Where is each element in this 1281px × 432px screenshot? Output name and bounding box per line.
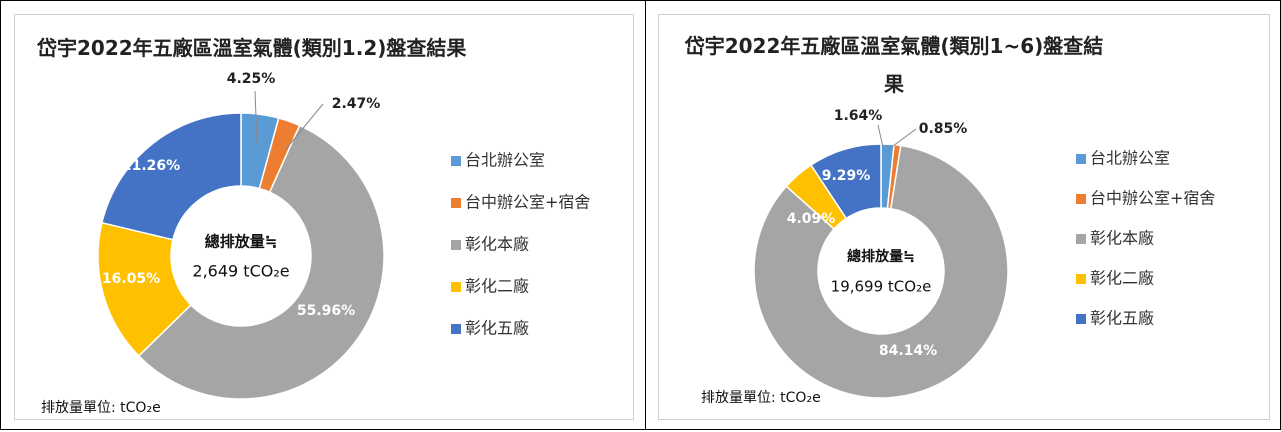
legend-swatch — [1076, 274, 1086, 284]
legend-swatch — [451, 240, 461, 250]
leader-line — [254, 90, 258, 144]
legend-swatch — [451, 282, 461, 292]
legend-label: 彰化二廠 — [1090, 269, 1154, 288]
chart-area — [14, 14, 634, 420]
chart: 1.64% 0.85% 84.14% 4.09% 9.29% 總排放量≒ 19,699 tC… — [701, 108, 1215, 406]
leader-line — [285, 103, 324, 150]
data-label: 2.47% — [332, 96, 381, 112]
center-label: 2,649 tCO₂e — [192, 262, 289, 281]
legend-label: 彰化五廠 — [1090, 309, 1154, 328]
donut-segment — [753, 144, 1009, 399]
legend-swatch — [451, 324, 461, 334]
chart-title: 岱宇2022年五廠區溫室氣體(類別1.2)盤查結果 — [37, 36, 467, 60]
data-label: 1.64% — [834, 108, 883, 124]
legend-swatch — [1076, 234, 1086, 244]
panel-right: 岱宇2022年五廠區溫室氣體(類別1~6)盤查結果 1.64% 0.85% 84.1… — [645, 0, 1281, 430]
data-label: 84.14% — [879, 343, 937, 359]
legend-label: 台北辦公室 — [465, 151, 545, 170]
chart-title: 岱宇2022年五廠區溫室氣體(類別1~6)盤查結果 — [684, 34, 1104, 96]
legend-label: 彰化二廠 — [465, 277, 529, 296]
legend-swatch — [451, 156, 461, 166]
center-label: 19,699 tCO₂e — [831, 278, 932, 296]
leader-line — [888, 128, 917, 150]
legend-label: 彰化本廠 — [465, 235, 529, 254]
legend-swatch — [1076, 314, 1086, 324]
data-label: 9.29% — [822, 168, 871, 184]
data-label: 4.09% — [787, 211, 836, 227]
legend-label: 彰化本廠 — [1090, 229, 1154, 248]
legend-swatch — [451, 198, 461, 208]
panel-left: 岱宇2022年五廠區溫室氣體(類別1.2)盤查結果 4.25% 2.47% 55.9… — [0, 0, 646, 430]
leader-line — [877, 124, 884, 148]
legend-label: 台中辦公室+宿舍 — [465, 193, 590, 212]
legend-label: 台中辦公室+宿舍 — [1090, 189, 1215, 208]
data-label: 0.85% — [919, 121, 968, 137]
donut-segment — [101, 112, 242, 241]
center-label: 總排放量≒ — [847, 248, 915, 265]
data-label: 16.05% — [102, 271, 160, 287]
donut-segment — [137, 124, 385, 400]
legend-swatch — [1076, 194, 1086, 204]
donut-segment — [809, 143, 882, 220]
chart: 4.25% 2.47% 55.96% 16.05% 21.26% 總排放量≒ 2,649 t… — [41, 71, 590, 416]
legend-label: 台北辦公室 — [1090, 149, 1170, 168]
center-label: 總排放量≒ — [205, 233, 278, 251]
data-label: 55.96% — [297, 303, 355, 319]
unit-note: 排放量單位: tCO₂e — [41, 400, 161, 416]
legend-label: 彰化五廠 — [465, 319, 529, 338]
unit-note: 排放量單位: tCO₂e — [701, 390, 821, 406]
data-label: 21.26% — [122, 158, 180, 174]
data-label: 4.25% — [227, 71, 276, 87]
chart-area — [658, 14, 1270, 420]
legend-swatch — [1076, 154, 1086, 164]
